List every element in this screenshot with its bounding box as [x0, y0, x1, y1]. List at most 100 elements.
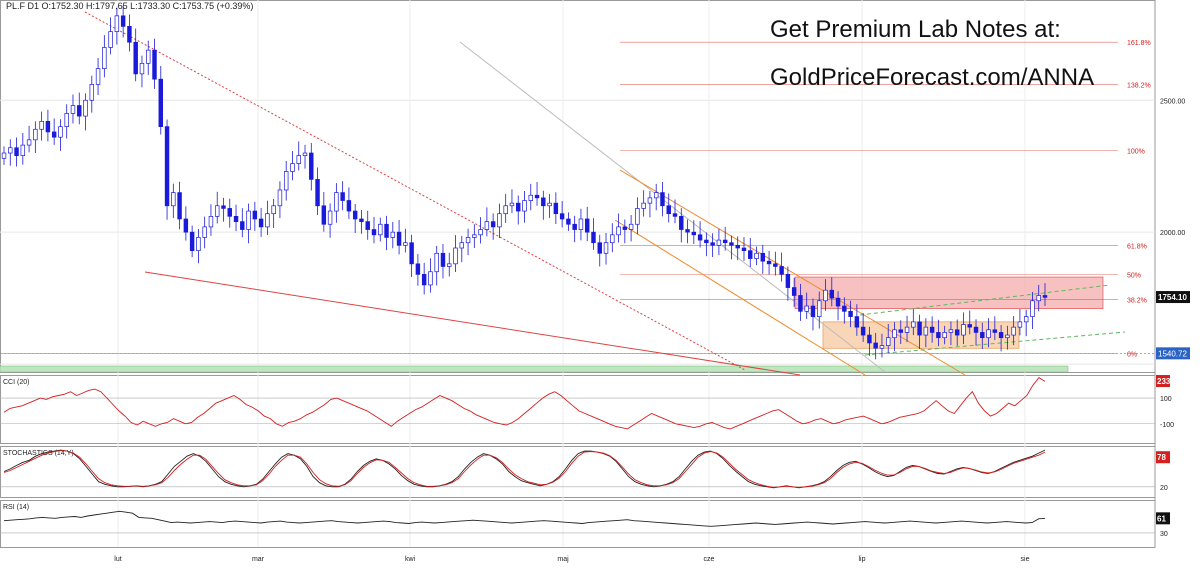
chart-frame — [0, 0, 1156, 548]
candle-body — [89, 84, 95, 101]
candle-body — [791, 287, 797, 296]
price-axis: 2000.00 2500.00 1754.10 1540.72 — [1156, 98, 1190, 360]
indicator-tick-label: 20 — [1160, 485, 1168, 492]
trendline-solid — [144, 271, 801, 376]
candle-body — [553, 202, 559, 215]
candle-body — [58, 126, 63, 138]
candle-body — [936, 332, 941, 339]
candle-body — [898, 329, 903, 333]
candle-body — [760, 252, 766, 262]
candle-body — [666, 205, 671, 215]
stoch-k-line — [3, 449, 1046, 489]
candle-body — [390, 231, 396, 238]
candle-body — [860, 326, 866, 336]
candle-body — [327, 210, 333, 225]
symbol-header: PL.F D1 O:1752.30 H:1797.65 L:1733.30 C:… — [6, 1, 254, 11]
candle-body — [378, 223, 383, 236]
candle-body — [277, 189, 283, 207]
candle-body — [139, 62, 145, 75]
x-tick-label: lut — [114, 556, 121, 563]
fib-label: 0% — [1127, 351, 1137, 358]
channel-upper — [619, 169, 966, 376]
candle-body — [948, 329, 954, 333]
candle-body — [290, 163, 295, 172]
candle-body — [158, 78, 163, 127]
candle-body — [340, 192, 345, 201]
candle-body — [447, 263, 452, 267]
candle-body — [904, 326, 910, 333]
candle-body — [967, 324, 972, 328]
candle-body — [33, 128, 38, 141]
candle-body — [810, 305, 816, 317]
candle-body — [603, 242, 609, 254]
candle-body — [923, 326, 929, 336]
candle-body — [384, 223, 389, 238]
candle-body — [823, 289, 828, 302]
candle-body — [221, 205, 226, 209]
candle-body — [64, 113, 69, 127]
candle-body — [114, 15, 120, 33]
green-band — [0, 365, 1069, 373]
candle-body — [296, 155, 301, 164]
candle-body — [26, 139, 32, 146]
x-tick-label: sie — [1021, 556, 1030, 563]
candle-body — [541, 197, 546, 207]
candle-body — [722, 239, 728, 244]
candle-body — [365, 221, 370, 230]
candle-body — [741, 247, 747, 251]
candle-body — [672, 213, 678, 217]
candle-body — [484, 221, 490, 230]
candle-body — [986, 329, 991, 339]
indicator-tick-label: 30 — [1160, 531, 1168, 538]
candle-body — [196, 237, 201, 251]
candle-body — [522, 200, 527, 212]
candle-body — [635, 208, 640, 225]
indicator-value-box — [1156, 451, 1170, 464]
candle-body — [559, 213, 565, 220]
candle-body — [465, 237, 471, 244]
price-tick-label: 2000.00 — [1160, 230, 1185, 237]
candle-body — [70, 105, 76, 114]
candle-body — [202, 226, 207, 238]
candle-body — [428, 271, 433, 286]
candle-body — [95, 68, 101, 85]
candle-body — [208, 215, 214, 228]
indicator-tick-label: 100 — [1160, 396, 1172, 403]
candle-body — [20, 144, 26, 157]
candle-body — [679, 215, 684, 230]
candle-body — [146, 49, 151, 64]
candle-body — [8, 147, 13, 154]
candle-body — [716, 239, 722, 246]
indicator-value-box — [1156, 375, 1170, 388]
candle-body — [152, 49, 157, 80]
candle-body — [998, 332, 1004, 339]
indicator-tick-label: -100 — [1160, 422, 1174, 429]
promo-line-2: GoldPriceForecast.com/ANNA — [770, 64, 1095, 91]
candle-body — [334, 192, 339, 212]
candle-body — [917, 321, 922, 336]
candle-body — [534, 194, 540, 199]
candle-body — [578, 218, 584, 230]
candle-body — [240, 221, 245, 230]
candle-body — [735, 245, 740, 249]
candle-body — [283, 171, 289, 191]
candle-body — [929, 326, 935, 333]
candle-body — [516, 202, 521, 212]
candle-body — [346, 200, 352, 212]
candle-body — [835, 297, 841, 307]
x-tick-label: kwi — [405, 556, 416, 563]
candle-body — [83, 99, 88, 117]
candle-body — [610, 234, 615, 244]
candle-body — [189, 231, 195, 251]
candle-body — [779, 266, 784, 275]
indicator-title: STOCHASTICS (14,Y) — [3, 450, 74, 457]
candle-body — [1042, 295, 1048, 298]
candle-body — [973, 326, 979, 333]
candle-body — [183, 218, 189, 233]
candle-body — [848, 310, 853, 317]
candle-body — [961, 324, 966, 336]
candle-body — [879, 345, 885, 349]
candle-body — [954, 329, 960, 336]
candle-body — [352, 210, 358, 220]
candle-body — [472, 234, 477, 238]
